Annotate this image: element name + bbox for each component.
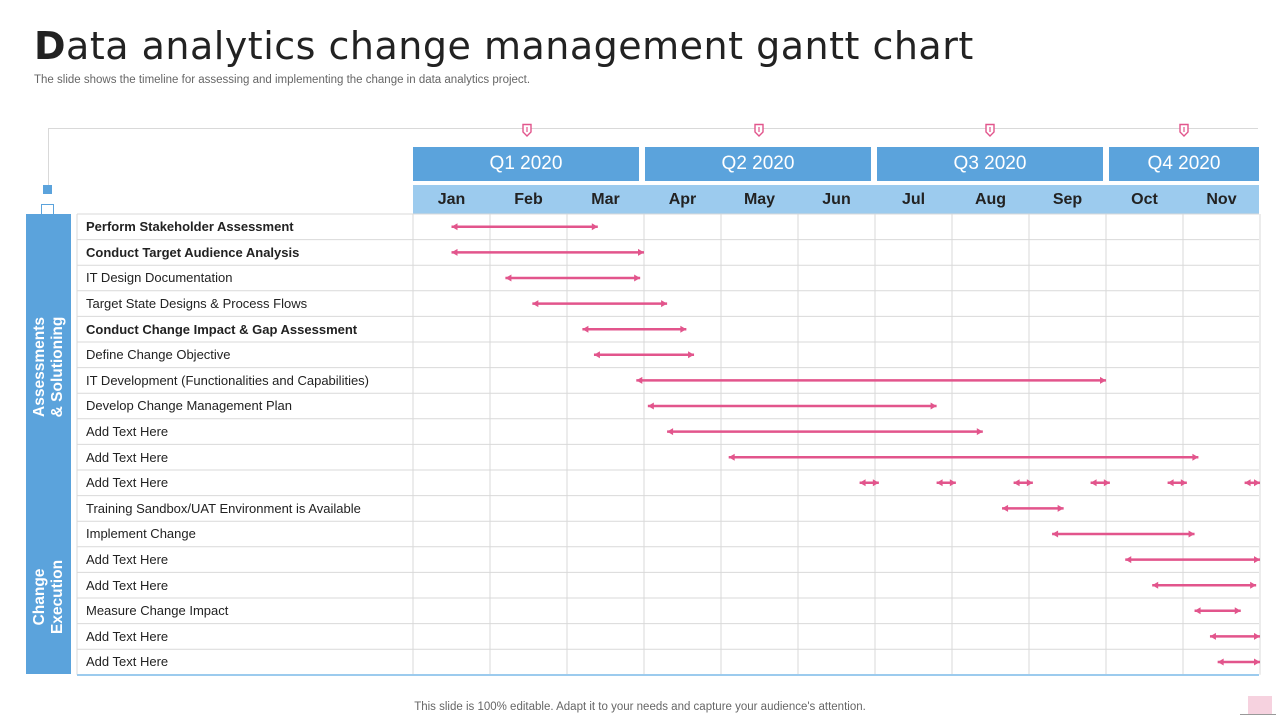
gantt-bar-end-arrow xyxy=(1234,607,1241,615)
gantt-bar-start-arrow xyxy=(1167,479,1174,487)
page-title-initial: D xyxy=(34,24,67,68)
grid-bottom-border xyxy=(77,674,1259,676)
phase-change-execution: Change Execution xyxy=(26,520,71,674)
gantt-bar-end-arrow xyxy=(1103,479,1110,487)
milestone-flag-icon xyxy=(520,123,534,139)
gantt-bar-end-arrow xyxy=(1254,658,1260,666)
task-label: Add Text Here xyxy=(86,654,169,670)
task-label: Conduct Change Impact & Gap Assessment xyxy=(86,321,358,337)
task-label: Add Text Here xyxy=(86,628,169,644)
gantt-bar-start-arrow xyxy=(582,325,589,333)
gantt-bar-start-arrow xyxy=(1217,658,1224,666)
month-label-jun: Jun xyxy=(822,190,851,208)
gantt-bar-end-arrow xyxy=(1057,504,1064,512)
quarter-header-q4: Q4 2020 xyxy=(1109,147,1259,181)
gantt-bar-end-arrow xyxy=(1250,581,1257,589)
gantt-bar-start-arrow xyxy=(647,402,654,410)
gantt-bar-end-arrow xyxy=(688,351,695,359)
gantt-bar-end-arrow xyxy=(1100,376,1106,384)
gantt-bar-end-arrow xyxy=(930,402,937,410)
gantt-bar-end-arrow xyxy=(1188,530,1195,538)
gantt-bar-start-arrow xyxy=(1152,581,1159,589)
gantt-bar-start-arrow xyxy=(532,300,539,308)
gantt-bar-start-arrow xyxy=(1125,556,1132,564)
gantt-bar-start-arrow xyxy=(1194,607,1201,615)
task-label: Add Text Here xyxy=(86,449,169,465)
gantt-bar-end-arrow xyxy=(661,300,668,308)
gantt-bar-end-arrow xyxy=(1180,479,1187,487)
gantt-bar-start-arrow xyxy=(728,453,735,461)
connector-line-vertical xyxy=(48,128,49,186)
gantt-bar-start-arrow xyxy=(593,351,600,359)
gantt-bar-start-arrow xyxy=(451,248,458,256)
connector-node-small xyxy=(43,185,52,194)
gantt-bar-end-arrow xyxy=(1192,453,1199,461)
month-label-may: May xyxy=(743,190,776,208)
month-label-nov: Nov xyxy=(1206,190,1237,208)
month-label-aug: Aug xyxy=(974,190,1007,208)
page-title: Data analytics change management gantt c… xyxy=(34,24,974,68)
page-subtitle: The slide shows the timeline for assessi… xyxy=(34,74,531,86)
month-label-feb: Feb xyxy=(514,190,543,208)
gantt-bar-end-arrow xyxy=(638,248,644,256)
month-label-sep: Sep xyxy=(1052,190,1083,208)
task-label: IT Development (Functionalities and Capa… xyxy=(86,372,370,388)
connector-line-horizontal xyxy=(48,128,1258,129)
gantt-bar-end-arrow xyxy=(1254,556,1260,564)
task-label: IT Design Documentation xyxy=(86,270,233,286)
quarter-header-q3: Q3 2020 xyxy=(877,147,1103,181)
corner-decoration xyxy=(1248,696,1272,714)
task-label: Perform Stakeholder Assessment xyxy=(86,219,294,235)
task-label: Conduct Target Audience Analysis xyxy=(86,244,300,260)
corner-underline xyxy=(1240,714,1276,715)
quarter-header-q1: Q1 2020 xyxy=(413,147,639,181)
milestone-flag-icon xyxy=(983,123,997,139)
task-label: Add Text Here xyxy=(86,577,169,593)
gantt-bar-start-arrow xyxy=(1244,479,1251,487)
month-header-row xyxy=(413,185,1259,214)
gantt-bar-end-arrow xyxy=(1254,632,1260,640)
gantt-bar-end-arrow xyxy=(591,223,598,231)
gantt-bar-start-arrow xyxy=(1209,632,1216,640)
gantt-bar-start-arrow xyxy=(636,376,643,384)
gantt-bar-end-arrow xyxy=(872,479,879,487)
task-label: Add Text Here xyxy=(86,475,169,491)
quarter-header-q2: Q2 2020 xyxy=(645,147,871,181)
gantt-bar-start-arrow xyxy=(1090,479,1097,487)
gantt-bar-end-arrow xyxy=(1026,479,1033,487)
month-label-oct: Oct xyxy=(1131,190,1158,208)
page-title-rest: ata analytics change management gantt ch… xyxy=(66,24,974,68)
task-label: Develop Change Management Plan xyxy=(86,398,292,414)
gantt-bar-end-arrow xyxy=(634,274,641,282)
task-label: Target State Designs & Process Flows xyxy=(86,296,308,312)
gantt-bar-start-arrow xyxy=(1002,504,1009,512)
month-label-mar: Mar xyxy=(591,190,620,208)
task-label: Add Text Here xyxy=(86,552,169,568)
task-label: Implement Change xyxy=(86,526,196,542)
footer-note: This slide is 100% editable. Adapt it to… xyxy=(414,701,866,713)
month-label-jul: Jul xyxy=(901,190,926,208)
month-label-apr: Apr xyxy=(668,190,697,208)
gantt-bar-end-arrow xyxy=(976,428,983,436)
task-label: Measure Change Impact xyxy=(86,603,229,619)
task-label: Training Sandbox/UAT Environment is Avai… xyxy=(86,500,361,516)
gantt-bar-start-arrow xyxy=(451,223,458,231)
gantt-bar-start-arrow xyxy=(505,274,512,282)
gantt-bar-end-arrow xyxy=(1254,479,1260,487)
month-label-jan: Jan xyxy=(437,190,466,208)
gantt-bar-end-arrow xyxy=(949,479,956,487)
gantt-bar-start-arrow xyxy=(667,428,674,436)
phase-assessments: Assessments & Solutioning xyxy=(26,214,71,520)
gantt-bar-start-arrow xyxy=(936,479,943,487)
milestone-flag-icon xyxy=(752,123,766,139)
gantt-bar-end-arrow xyxy=(680,325,687,333)
gantt-bar-start-arrow xyxy=(1052,530,1059,538)
milestone-flag-icon xyxy=(1177,123,1191,139)
task-label: Add Text Here xyxy=(86,424,169,440)
gantt-bar-start-arrow xyxy=(1013,479,1020,487)
task-label: Define Change Objective xyxy=(86,347,231,363)
gantt-bar-start-arrow xyxy=(859,479,866,487)
